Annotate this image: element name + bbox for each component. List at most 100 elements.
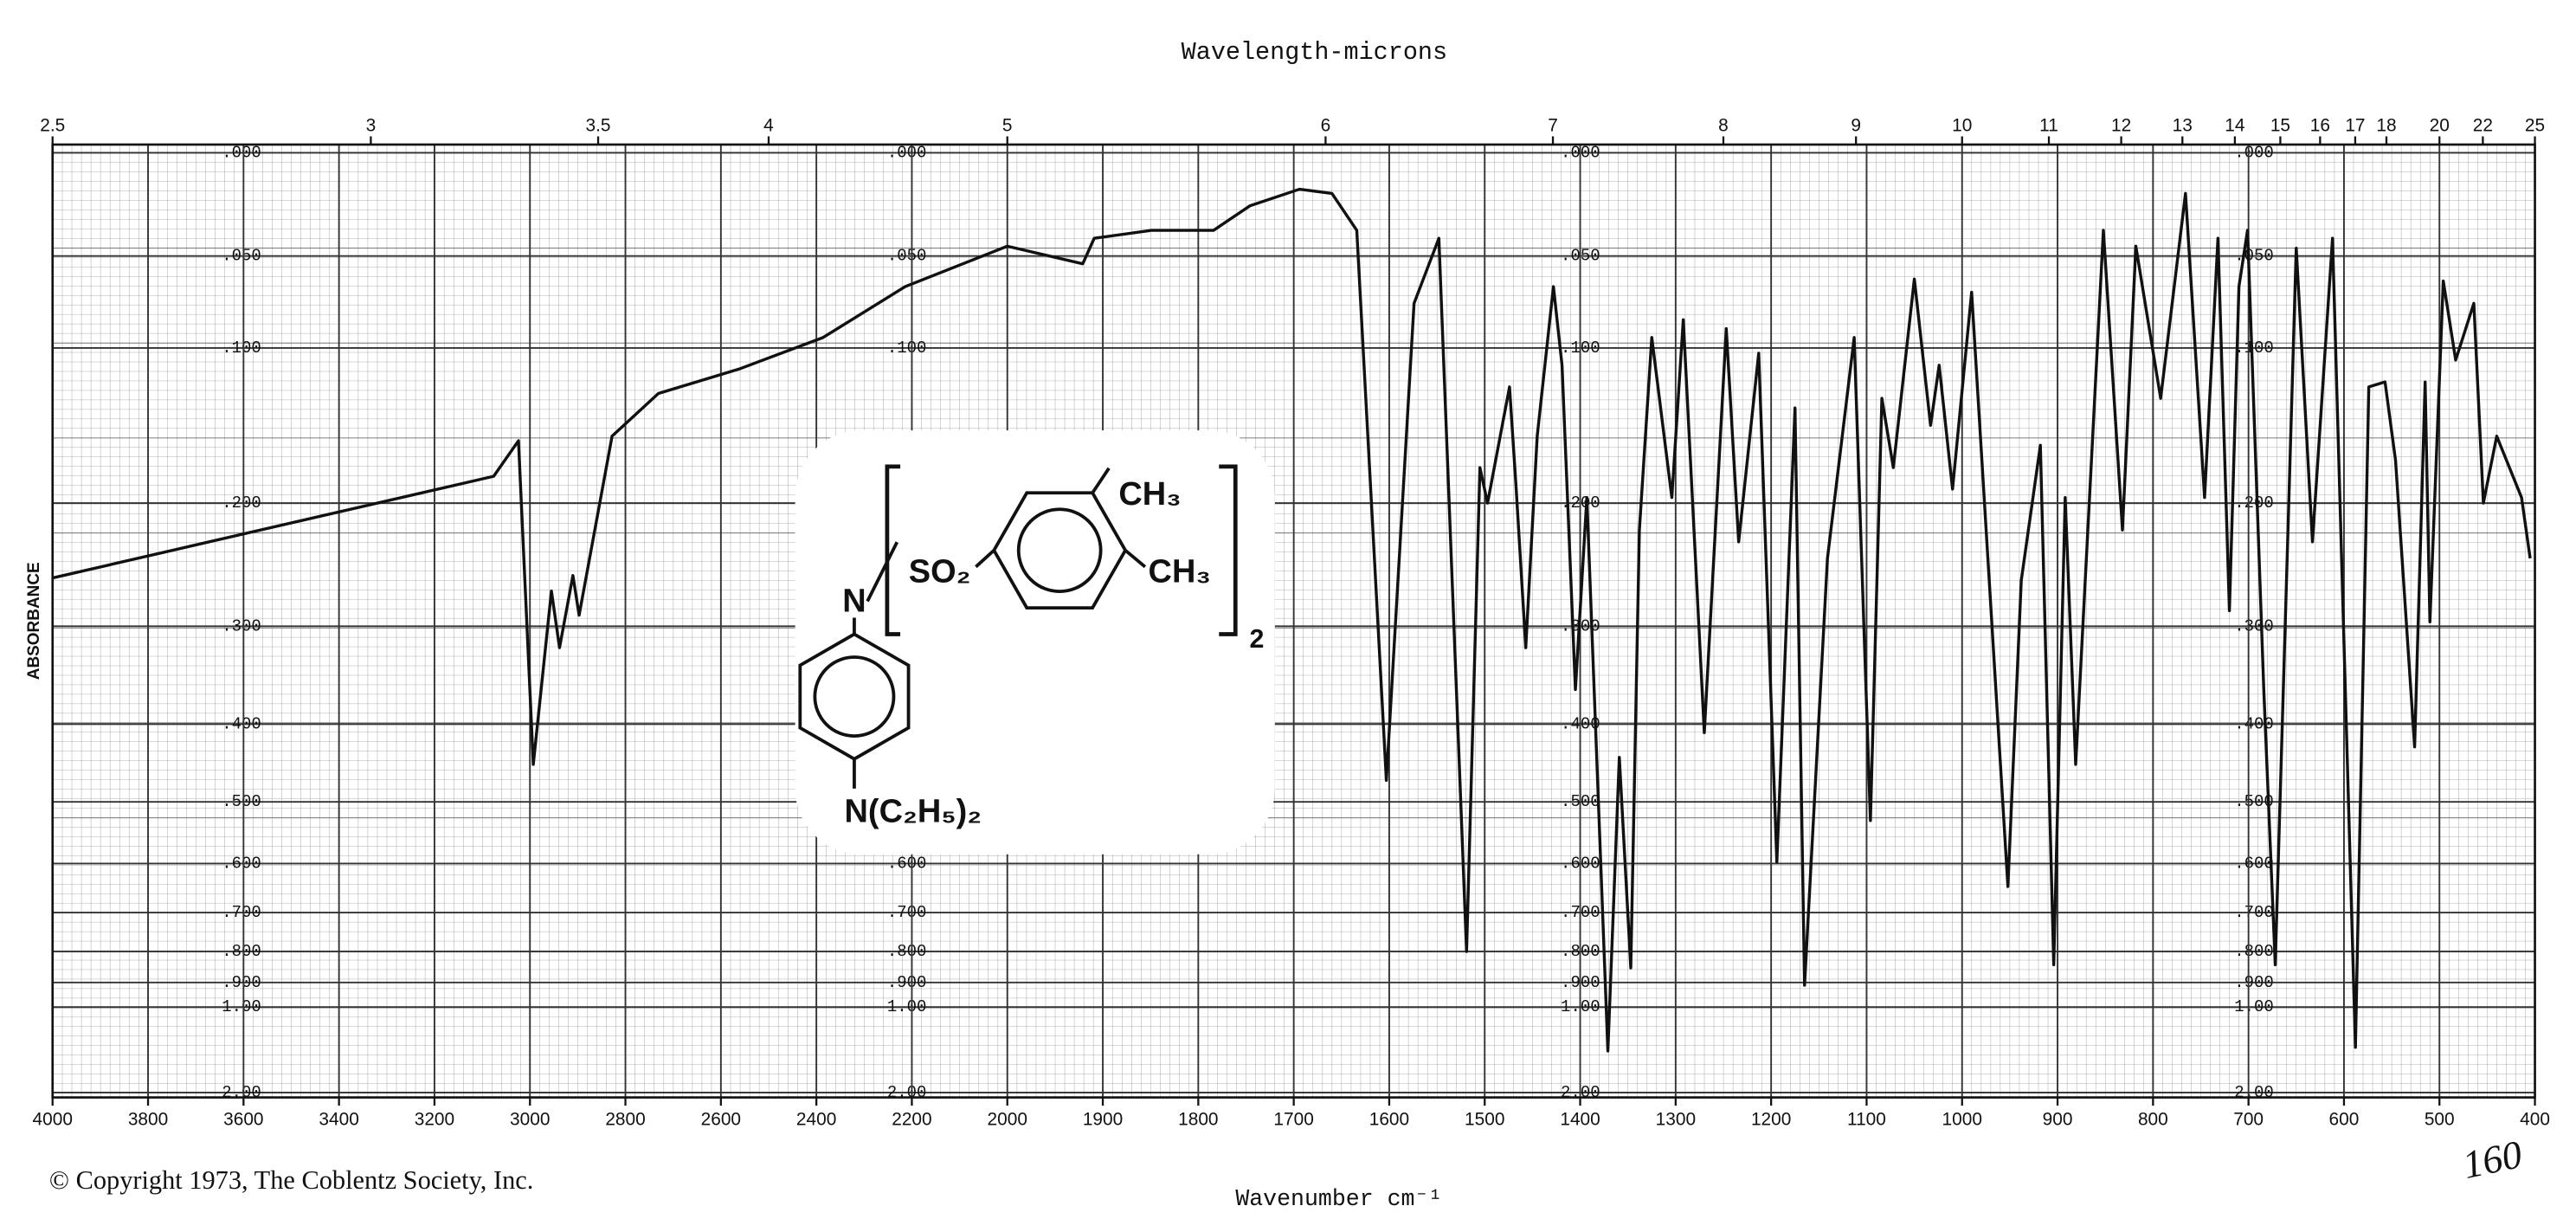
ring-circle xyxy=(1016,507,1103,594)
chart-title: Wavelength-microns xyxy=(1182,38,1447,67)
x2-tick-label: 25 xyxy=(2525,116,2545,136)
y-tick-label: .700 xyxy=(887,903,927,922)
structure-box xyxy=(795,430,1275,855)
y-tick-label: .100 xyxy=(222,339,261,358)
x2-tick-label: 8 xyxy=(1718,116,1729,136)
x2-tick-label: 17 xyxy=(2345,116,2365,136)
y-tick-label: .600 xyxy=(887,854,927,873)
x2-tick-label: 5 xyxy=(1002,116,1013,136)
y-tick-label: .200 xyxy=(2234,493,2274,513)
x2-tick-label: 10 xyxy=(1952,116,1972,136)
x2-tick-label: 13 xyxy=(2173,116,2193,136)
x-tick-label: 1600 xyxy=(1369,1110,1409,1130)
x2-tick-label: 12 xyxy=(2111,116,2131,136)
x-tick-label: 2800 xyxy=(605,1110,645,1130)
y-tick-label: .500 xyxy=(2234,792,2274,811)
y-axis-label: ABSORBANCE xyxy=(25,562,43,680)
x-tick-label: 1900 xyxy=(1083,1110,1123,1130)
x-tick-label: 3000 xyxy=(510,1110,550,1130)
x-tick-label: 400 xyxy=(2520,1110,2550,1130)
atom-label: CH₃ xyxy=(1118,476,1181,513)
y-tick-label: .700 xyxy=(222,903,261,922)
structure: N SO₂ CH₃ CH₃ 2 N(C₂H₅)₂ xyxy=(795,430,1275,855)
x2-tick-label: 22 xyxy=(2473,116,2493,136)
x-tick-label: 3400 xyxy=(319,1110,358,1130)
x-tick-label: 1100 xyxy=(1847,1110,1886,1130)
spectrum-line xyxy=(52,187,2532,1053)
y-tick-label: .600 xyxy=(2234,854,2274,873)
bond xyxy=(866,541,898,603)
x2-tick-label: 14 xyxy=(2225,116,2244,136)
x2-tick-label: 18 xyxy=(2376,116,2396,136)
bond xyxy=(1124,549,1147,569)
x-tick-label: 3800 xyxy=(128,1110,168,1130)
y-tick-label: 1.00 xyxy=(2234,997,2274,1016)
x2-tick-label: 16 xyxy=(2310,116,2330,136)
y-tick-label: .000 xyxy=(887,143,927,162)
y-tick-label: .000 xyxy=(2234,143,2274,162)
ring-circle xyxy=(813,655,896,738)
bracket xyxy=(885,464,901,636)
y-tick-label: .100 xyxy=(2234,339,2274,358)
y-tick-label: 2.00 xyxy=(887,1083,927,1102)
x-tick-label: 1700 xyxy=(1273,1110,1313,1130)
y-tick-label: .400 xyxy=(2234,714,2274,733)
x2-tick-label: 3.5 xyxy=(586,116,611,136)
x2-tick-label: 4 xyxy=(763,116,774,136)
multiplier: 2 xyxy=(1249,625,1264,654)
x2-tick-label: 2.5 xyxy=(40,116,65,136)
bracket xyxy=(1219,464,1238,636)
y-tick-label: .050 xyxy=(887,247,927,266)
bond xyxy=(1091,467,1111,494)
x-axis-label: Wavenumber cm⁻¹ xyxy=(1235,1186,1442,1212)
y-tick-label: .900 xyxy=(222,973,261,992)
y-tick-label: .200 xyxy=(222,493,261,513)
x-tick-label: 500 xyxy=(2425,1110,2455,1130)
y-tick-label: .050 xyxy=(222,247,261,266)
y-tick-label: .900 xyxy=(887,973,927,992)
x-tick-label: 4000 xyxy=(33,1110,73,1130)
x-tick-label: 800 xyxy=(2138,1110,2168,1130)
x-tick-label: 2000 xyxy=(988,1110,1027,1130)
x-tick-label: 1400 xyxy=(1560,1110,1600,1130)
y-tick-label: .500 xyxy=(222,792,261,811)
y-tick-label: .600 xyxy=(222,854,261,873)
x2-tick-label: 3 xyxy=(366,116,377,136)
x-tick-label: 600 xyxy=(2329,1110,2360,1130)
y-tick-label: .900 xyxy=(2234,973,2274,992)
y-tick-label: 2.00 xyxy=(2234,1083,2274,1102)
x2-tick-label: 20 xyxy=(2430,116,2450,136)
x-tick-label: 1300 xyxy=(1656,1110,1696,1130)
x-tick-label: 2200 xyxy=(892,1110,931,1130)
x-tick-label: 2400 xyxy=(796,1110,836,1130)
y-tick-label: .050 xyxy=(2234,247,2274,266)
atom-label: CH₃ xyxy=(1149,553,1211,590)
x-tick-label: 3600 xyxy=(223,1110,263,1130)
copyright: © Copyright 1973, The Coblentz Society, … xyxy=(49,1165,533,1195)
y-tick-label: .300 xyxy=(222,616,261,635)
y-tick-label: .100 xyxy=(887,339,927,358)
atom-label: N xyxy=(842,583,866,619)
x2-tick-label: 7 xyxy=(1548,116,1558,136)
y-tick-label: .300 xyxy=(2234,616,2274,635)
y-tick-label: 1.00 xyxy=(222,997,261,1016)
x-tick-label: 2600 xyxy=(701,1110,741,1130)
x2-tick-label: 6 xyxy=(1321,116,1331,136)
x2-tick-label: 9 xyxy=(1851,116,1861,136)
y-tick-label: .400 xyxy=(222,714,261,733)
y-tick-label: .800 xyxy=(222,942,261,961)
x-tick-label: 700 xyxy=(2233,1110,2264,1130)
x-tick-label: 1500 xyxy=(1465,1110,1504,1130)
atom-label: N(C₂H₅)₂ xyxy=(845,793,982,829)
y-tick-label: .700 xyxy=(2234,903,2274,922)
atom-label: SO₂ xyxy=(909,553,971,590)
x-tick-label: 900 xyxy=(2043,1110,2073,1130)
x2-tick-label: 11 xyxy=(2039,116,2058,136)
x-tick-label: 1000 xyxy=(1942,1110,1982,1130)
x-tick-label: 1200 xyxy=(1751,1110,1791,1130)
y-tick-label: .800 xyxy=(2234,942,2274,961)
x-tick-label: 3200 xyxy=(415,1110,454,1130)
y-tick-label: .800 xyxy=(887,942,927,961)
y-tick-label: 1.00 xyxy=(887,997,927,1016)
